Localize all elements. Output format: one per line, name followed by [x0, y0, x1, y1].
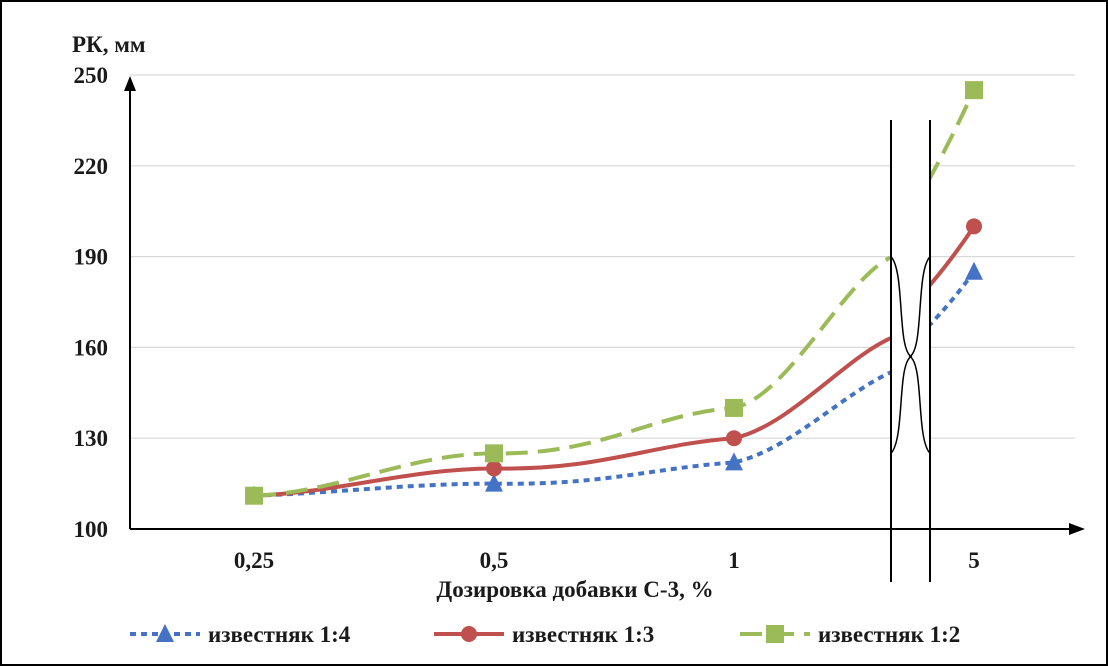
legend-label: известняк 1:4: [208, 622, 351, 647]
labels: РК, мм Дозировка добавки С-3, % 100 130 16…: [72, 32, 980, 602]
legend-marker: [766, 625, 784, 643]
data-point: [725, 452, 743, 471]
data-point: [725, 398, 743, 417]
series-line: [253, 335, 894, 498]
data-point: [485, 473, 503, 492]
y-tick-label: 100: [74, 517, 109, 542]
series-line: [253, 369, 894, 498]
y-axis-arrow: [124, 76, 136, 91]
data-point: [485, 444, 503, 463]
data-point: [965, 81, 983, 100]
series-line-after-break: [926, 270, 976, 328]
break-mask: [891, 118, 930, 588]
series-line-after-break: [926, 89, 976, 183]
y-tick-label: 130: [74, 426, 109, 451]
y-tick-label: 250: [74, 63, 109, 88]
x-tick-label: 0,25: [234, 548, 274, 573]
legend: известняк 1:4 известняк 1:3 известняк 1:2: [130, 622, 960, 647]
legend-label: известняк 1:2: [818, 622, 960, 647]
y-tick-label: 160: [74, 335, 109, 360]
data-point: [726, 430, 742, 447]
x-axis-title: Дозировка добавки С-3, %: [436, 577, 713, 602]
data-point: [965, 261, 983, 280]
x-tick-label: 0,5: [480, 548, 509, 573]
axes: [124, 76, 1085, 535]
x-tick-label: 5: [968, 548, 980, 573]
series-layer: [245, 81, 983, 505]
x-tick-label: 1: [728, 548, 740, 573]
x-axis-arrow: [1069, 523, 1085, 535]
y-tick-label: 190: [74, 245, 109, 270]
legend-label: известняк 1:3: [512, 622, 654, 647]
data-point: [966, 218, 982, 235]
legend-marker: [461, 626, 477, 642]
legend-marker: [156, 624, 174, 642]
y-tick-label: 220: [74, 154, 109, 179]
y-axis-title: РК, мм: [72, 32, 146, 57]
axis-break: [890, 118, 931, 588]
data-point: [245, 486, 263, 505]
data-point: [486, 460, 502, 477]
